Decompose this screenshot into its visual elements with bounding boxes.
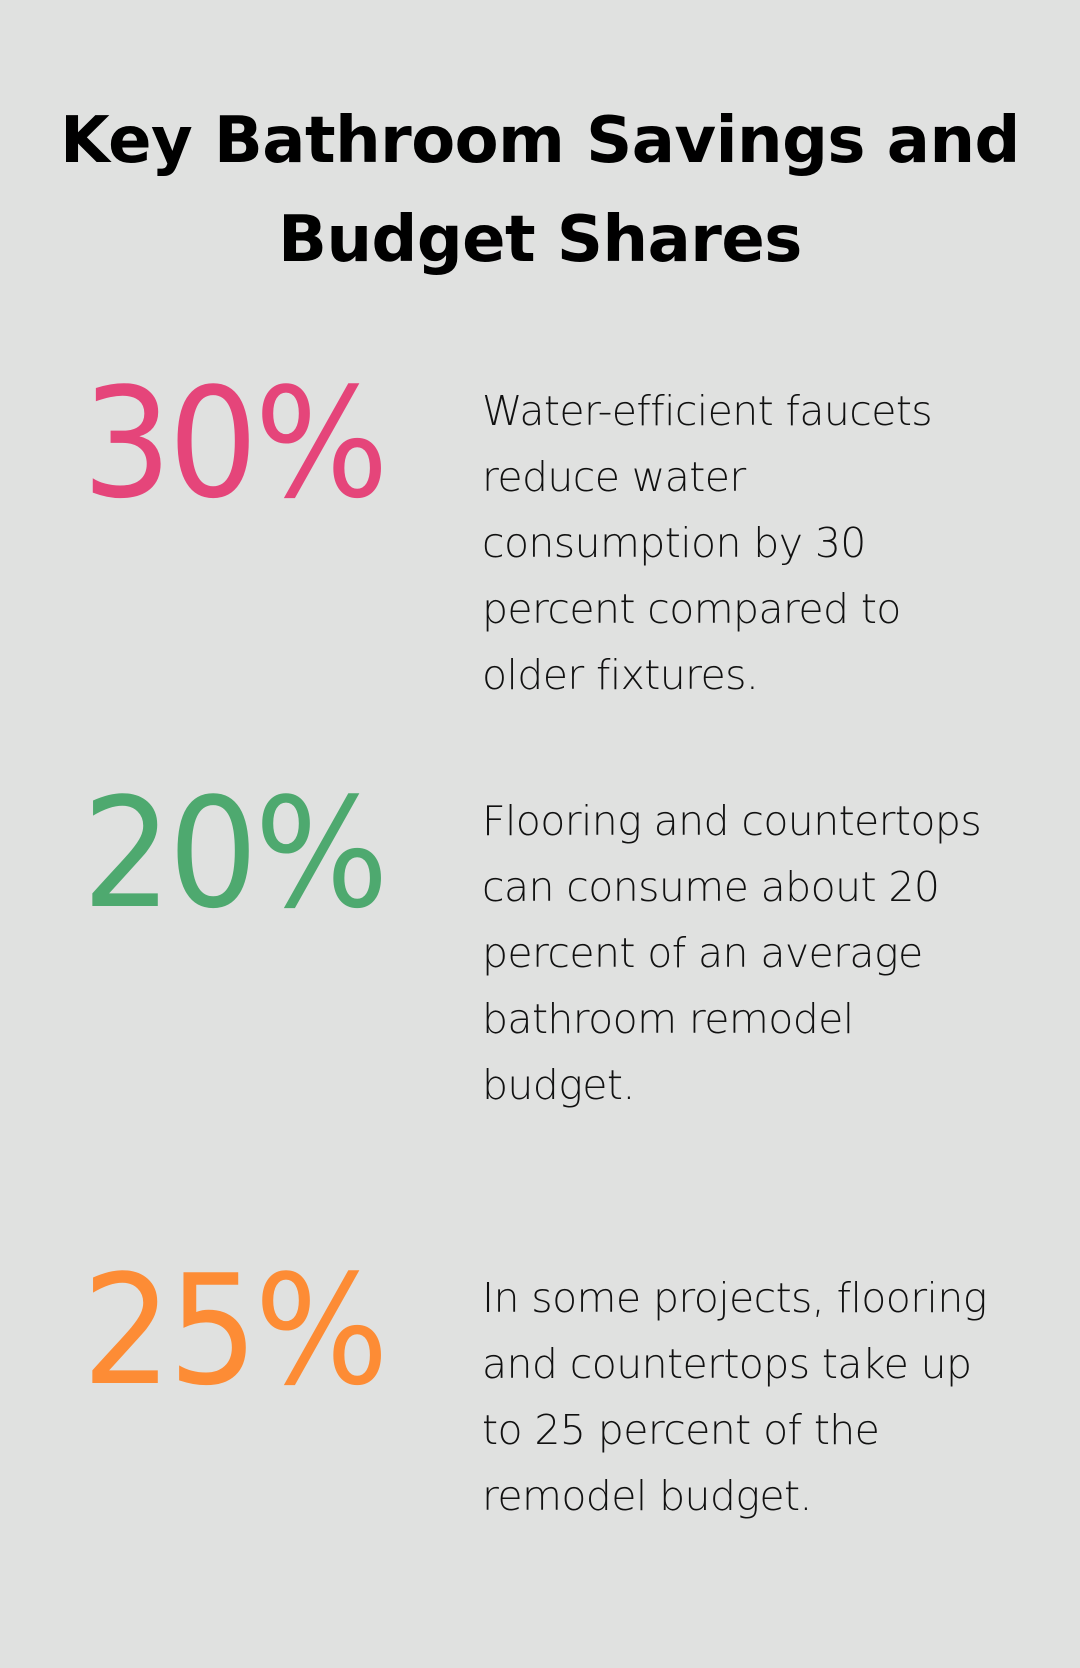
stat-description: Flooring and countertops can consume abo… bbox=[482, 797, 982, 1109]
page-title: Key Bathroom Savings and Budget Shares bbox=[60, 104, 1020, 277]
stat-value: 25% bbox=[82, 1242, 389, 1419]
stat-description: Water-efficient faucets reduce water con… bbox=[482, 387, 933, 699]
stat-value: 20% bbox=[82, 765, 389, 942]
stat-value: 30% bbox=[82, 355, 389, 532]
stat-description: In some projects, flooring and counterto… bbox=[482, 1274, 987, 1520]
